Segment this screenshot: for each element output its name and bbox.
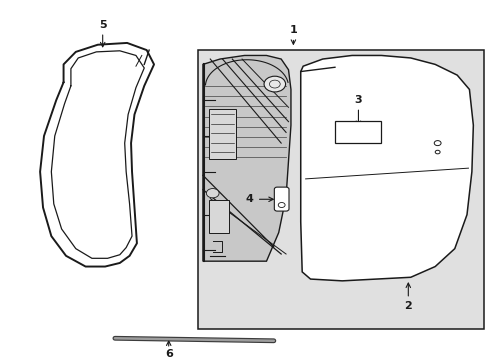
Bar [209,201,228,233]
Text: 6: 6 [164,349,172,359]
Circle shape [206,189,219,198]
Text: 4: 4 [245,194,253,204]
Text: 2: 2 [404,301,411,311]
Text: 5: 5 [99,20,106,30]
Circle shape [434,150,439,154]
Bar [209,109,236,159]
Text: 3: 3 [354,95,362,105]
FancyBboxPatch shape [274,187,288,211]
Bar [334,121,381,143]
Circle shape [278,202,285,207]
Bar [198,50,483,329]
Text: 1: 1 [289,26,297,35]
Circle shape [264,76,285,92]
Polygon shape [203,55,290,261]
Circle shape [433,141,440,145]
Polygon shape [300,55,472,281]
